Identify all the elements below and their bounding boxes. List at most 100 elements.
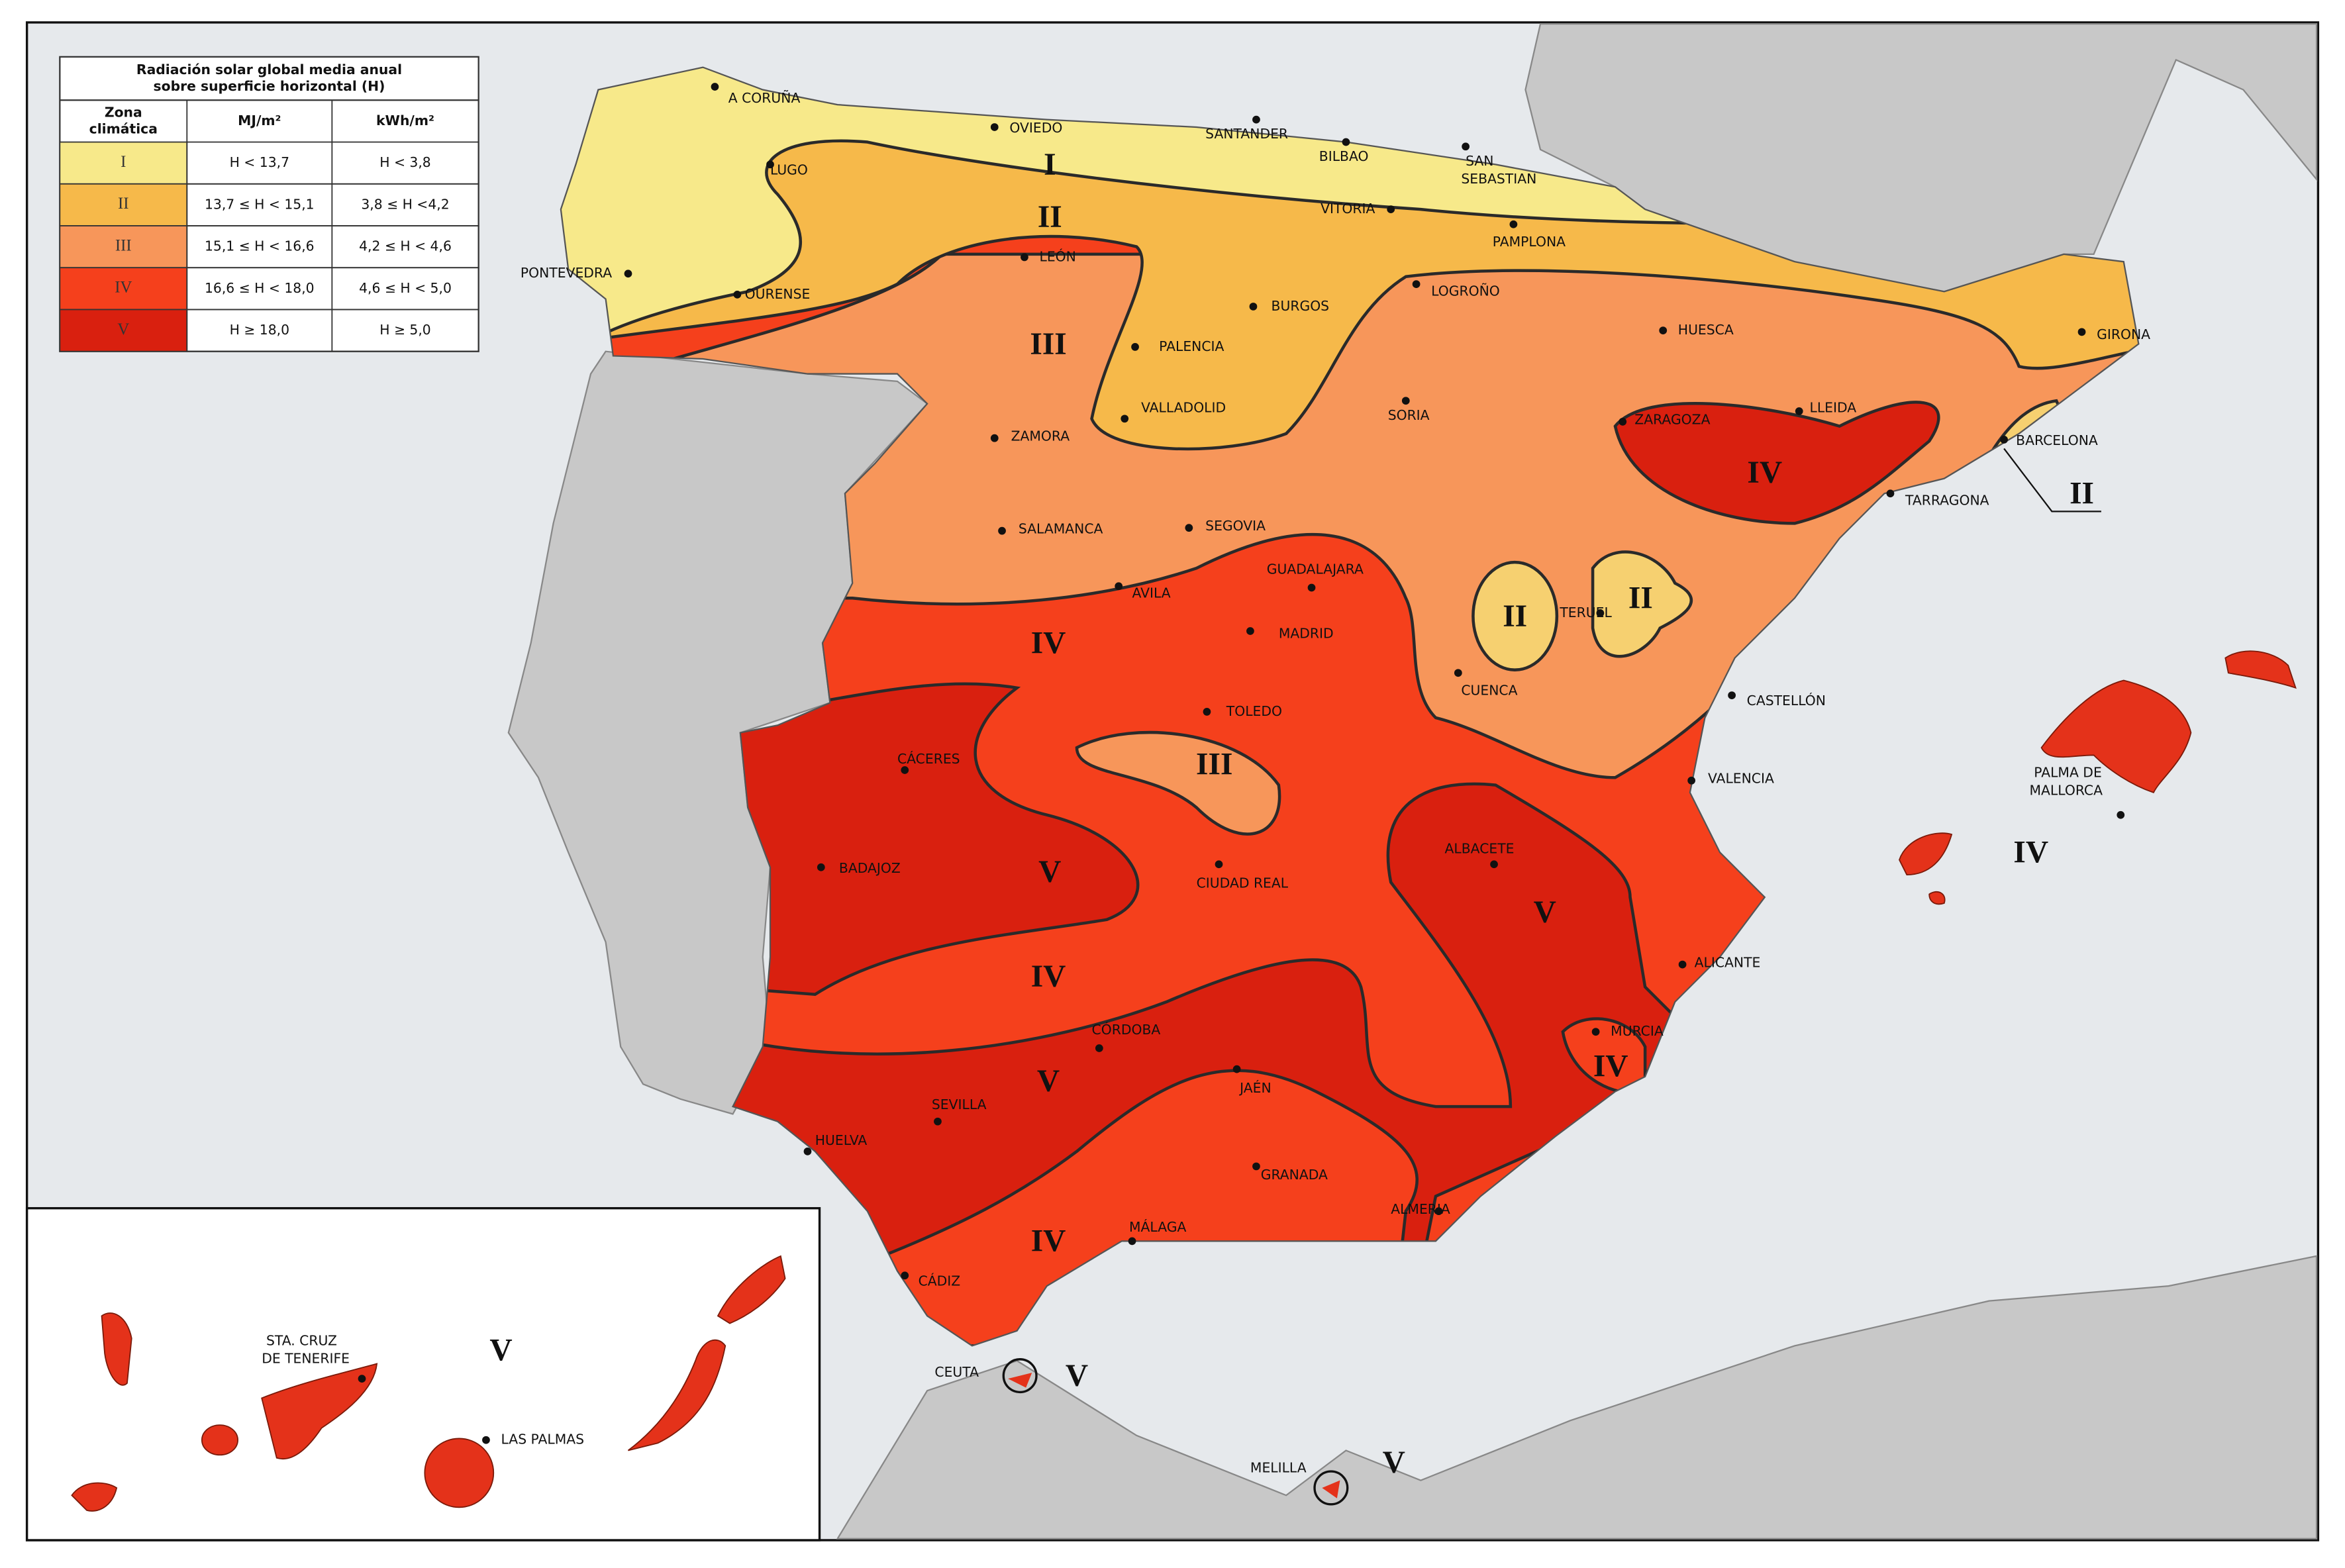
fuerteventura bbox=[627, 1339, 726, 1451]
city-dot bbox=[1509, 220, 1518, 228]
legend-range: 3,8 ≤ H <4,2 bbox=[361, 196, 449, 212]
city-label: CÁCERES bbox=[897, 750, 960, 767]
ceuta-ring bbox=[1002, 1358, 1038, 1394]
city-label: SALAMANCA bbox=[1019, 520, 1103, 536]
city-label: MÁLAGA bbox=[1129, 1218, 1186, 1235]
city-dot bbox=[1434, 1207, 1443, 1216]
city-dot bbox=[1596, 609, 1605, 617]
city-label: PALENCIA bbox=[1159, 338, 1224, 354]
city-dot bbox=[901, 1271, 909, 1280]
city-label: SAN bbox=[1466, 153, 1493, 169]
city-label: BARCELONA bbox=[2016, 432, 2098, 448]
city-label: CASTELLÓN bbox=[1747, 692, 1826, 709]
zone-label: III bbox=[1196, 747, 1232, 781]
city-dot bbox=[817, 863, 825, 871]
city-dot bbox=[1795, 407, 1803, 415]
city-label: TERUEL bbox=[1559, 605, 1612, 620]
zone-v-area bbox=[716, 682, 1140, 997]
gran-canaria bbox=[424, 1438, 495, 1508]
city-label: SANTANDER bbox=[1205, 126, 1288, 142]
city-label: DE TENERIFE bbox=[262, 1351, 350, 1367]
ceuta-area bbox=[1008, 1373, 1032, 1388]
city-dot bbox=[766, 160, 774, 169]
city-dot bbox=[998, 526, 1006, 535]
city-dot bbox=[1886, 489, 1895, 498]
city-dot bbox=[1215, 860, 1223, 869]
city-label: CÁDIZ bbox=[919, 1272, 961, 1289]
city-label: LEÓN bbox=[1040, 248, 1076, 264]
melilla-ring bbox=[1313, 1470, 1349, 1506]
zone-label: IV bbox=[1593, 1050, 1628, 1084]
legend-header: Zona bbox=[105, 104, 142, 120]
mallorca bbox=[2040, 679, 2192, 793]
legend-range: H < 3,8 bbox=[379, 154, 431, 170]
legend: Radiación solar global media anualsobre … bbox=[59, 56, 479, 352]
legend-range: 15,1 ≤ H < 16,6 bbox=[205, 238, 315, 254]
city-label: BADAJOZ bbox=[839, 860, 901, 876]
city-dot bbox=[711, 83, 719, 91]
city-dot bbox=[1619, 417, 1627, 426]
zone-label: V bbox=[1038, 855, 1061, 889]
city-dot bbox=[901, 766, 909, 774]
city-dot bbox=[1185, 524, 1193, 532]
legend-range: H < 13,7 bbox=[230, 154, 289, 170]
city-dot bbox=[1232, 1065, 1241, 1073]
ibiza bbox=[1899, 832, 1953, 875]
la-gomera bbox=[201, 1424, 238, 1456]
city-label: VALLADOLID bbox=[1141, 400, 1226, 416]
city-dot bbox=[1387, 205, 1395, 214]
tenerife bbox=[261, 1363, 378, 1459]
city-label: ZAMORA bbox=[1011, 428, 1070, 444]
zone-label: V bbox=[1383, 1446, 1405, 1480]
city-label: GUADALAJARA bbox=[1267, 561, 1364, 577]
city-label: CEUTA bbox=[934, 1364, 979, 1380]
city-label: HUESCA bbox=[1678, 322, 1734, 338]
city-dot bbox=[803, 1147, 812, 1155]
city-dot bbox=[1115, 582, 1123, 591]
legend-range: H ≥ 5,0 bbox=[379, 322, 431, 338]
legend-header: climática bbox=[89, 121, 158, 136]
zone-ii-area bbox=[1472, 560, 1559, 671]
city-label: MADRID bbox=[1279, 625, 1334, 641]
city-dot bbox=[1591, 1028, 1600, 1036]
zone-label: IV bbox=[1031, 626, 1066, 660]
city-label: SORIA bbox=[1388, 407, 1430, 423]
city-label: MURCIA bbox=[1611, 1023, 1664, 1039]
city-label: JAÉN bbox=[1238, 1079, 1272, 1096]
city-dot bbox=[990, 123, 999, 131]
zone-label: II bbox=[1503, 599, 1527, 634]
zone-label: I bbox=[1044, 148, 1056, 182]
city-label: AVILA bbox=[1132, 585, 1171, 601]
zone-label: II bbox=[2070, 477, 2094, 511]
city-label: HUELVA bbox=[815, 1132, 868, 1148]
zone-label: II bbox=[1038, 200, 1062, 234]
zone-ii-area bbox=[1591, 550, 1693, 658]
city-label: ALICANTE bbox=[1695, 954, 1761, 970]
city-dot bbox=[1678, 960, 1687, 969]
city-label: GIRONA bbox=[2097, 326, 2150, 342]
canary-islands bbox=[71, 1255, 786, 1512]
legend-title: sobre superficie horizontal (H) bbox=[154, 78, 385, 94]
city-label: ALBACETE bbox=[1445, 841, 1515, 857]
canary-inset bbox=[25, 1206, 821, 1542]
zone-label: V bbox=[1066, 1359, 1088, 1393]
city-label: CÓRDOBA bbox=[1092, 1021, 1161, 1038]
city-label: OVIEDO bbox=[1009, 120, 1062, 136]
city-dot bbox=[2077, 328, 2086, 336]
city-label: CIUDAD REAL bbox=[1197, 875, 1289, 891]
zone-label: V bbox=[1534, 895, 1556, 930]
zone-v-area bbox=[701, 782, 1677, 1346]
zone-label: IV bbox=[2013, 836, 2048, 870]
city-label: SEVILLA bbox=[932, 1097, 987, 1112]
city-dot bbox=[1462, 142, 1470, 151]
city-dot bbox=[990, 434, 999, 442]
city-label: A CORUÑA bbox=[728, 89, 801, 106]
city-label: SEBASTIAN bbox=[1461, 171, 1536, 187]
city-label: BILBAO bbox=[1319, 148, 1369, 164]
legend-row bbox=[186, 309, 479, 352]
melilla-area bbox=[1322, 1480, 1340, 1498]
city-label: BURGOS bbox=[1272, 298, 1330, 314]
city-dot bbox=[624, 270, 632, 278]
legend-zone: IV bbox=[115, 279, 132, 297]
